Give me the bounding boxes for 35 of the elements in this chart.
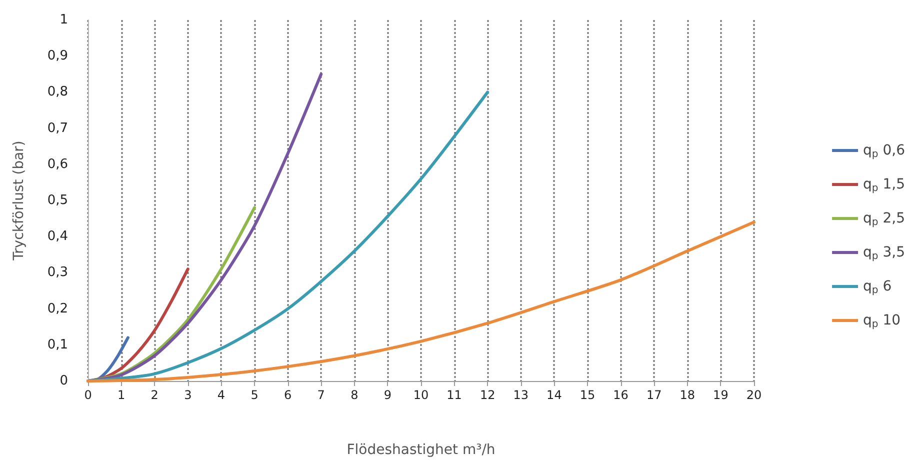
y-tick-label: 0,7 — [47, 120, 68, 136]
x-tick-label: 11 — [446, 388, 462, 402]
x-tick-label: 10 — [413, 388, 429, 402]
line-series — [86, 220, 756, 382]
x-tick-label: 6 — [284, 388, 292, 402]
x-tick-label: 4 — [217, 388, 226, 402]
x-tick-label: 13 — [513, 388, 529, 402]
x-tick-label: 5 — [250, 388, 258, 402]
x-tick-label: 9 — [384, 388, 392, 402]
x-tick-label: 2 — [150, 388, 158, 402]
x-tick-label: 19 — [713, 388, 728, 402]
y-axis-title: Tryckförlust (bar) — [11, 140, 27, 262]
x-tick-label: 15 — [580, 388, 596, 402]
x-tick-label: 3 — [184, 388, 192, 402]
y-tick-label: 0,5 — [47, 193, 68, 208]
x-tick-label: 18 — [680, 388, 696, 402]
y-tick-label: 0 — [60, 374, 68, 388]
y-tick-label: 1 — [60, 12, 68, 28]
y-tick-label: 0,3 — [47, 265, 68, 280]
x-tick-label: 20 — [746, 388, 762, 402]
x-tick-label: 17 — [646, 388, 662, 402]
x-tick-label: 8 — [350, 388, 358, 402]
x-tick-label: 7 — [317, 388, 325, 402]
x-tick-label: 1 — [117, 388, 126, 402]
y-tick-label: 0,9 — [47, 48, 68, 64]
y-tick-label: 0,2 — [47, 301, 68, 316]
y-tick-label: 0,4 — [47, 229, 68, 244]
x-tick-label: 16 — [613, 388, 628, 402]
y-tick-label: 0,1 — [47, 337, 68, 352]
x-axis-title: Flödeshastighet m³/h — [346, 442, 496, 458]
x-tick-label: 0 — [84, 388, 92, 402]
y-tick-label: 0,8 — [47, 84, 68, 100]
x-tick-label: 14 — [546, 388, 562, 402]
y-tick-label: 0,6 — [47, 156, 68, 172]
x-tick-label: 12 — [480, 388, 496, 402]
